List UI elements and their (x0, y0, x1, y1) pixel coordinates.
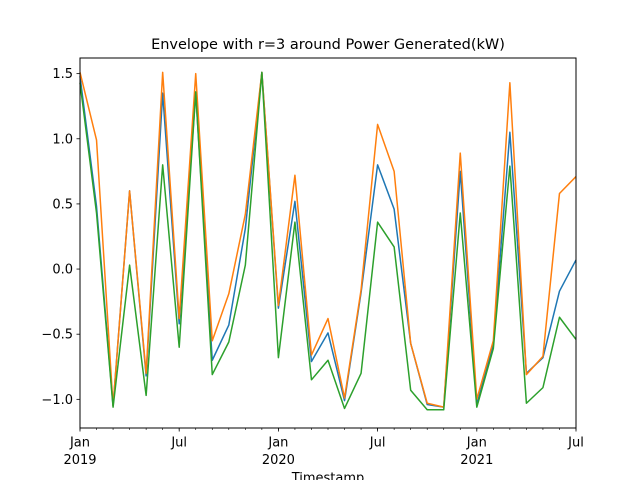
y-tick-label: 1.0 (52, 132, 73, 147)
x-tick-year-label: 2021 (460, 453, 493, 468)
x-tick-year-label: 2020 (262, 453, 295, 468)
x-tick-label: Jul (369, 436, 386, 451)
x-tick-label: Jan (466, 436, 487, 451)
y-tick-label: 0.0 (52, 263, 73, 278)
y-tick-label: −1.0 (41, 393, 73, 408)
x-axis-label: Timestamp (291, 471, 365, 480)
y-tick-label: 1.5 (52, 67, 73, 82)
series-layer (79, 71, 577, 411)
plot-frame (79, 57, 577, 429)
x-tick-label: Jul (567, 436, 584, 451)
x-tick-year-label: 2019 (63, 453, 96, 468)
y-tick-label: −0.5 (41, 328, 73, 343)
y-axis: −1.0 −0.5 0.0 0.5 1.0 1.5 (41, 67, 80, 408)
series-line-3 (79, 71, 577, 411)
x-tick-label: Jan (267, 436, 288, 451)
x-tick-label: Jul (170, 436, 187, 451)
x-axis: Jan 2019 Jul Jan 2020 Jul Jan 2021 Jul (63, 428, 584, 468)
y-tick-label: 0.5 (52, 197, 73, 212)
chart-title: Envelope with r=3 around Power Generated… (151, 37, 505, 53)
x-tick-label: Jan (69, 436, 90, 451)
